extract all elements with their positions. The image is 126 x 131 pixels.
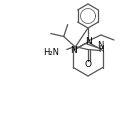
Text: H: H — [98, 45, 104, 54]
Text: O: O — [85, 60, 92, 69]
Text: N: N — [85, 37, 91, 45]
Text: N: N — [98, 42, 104, 50]
Text: H₂N: H₂N — [43, 48, 59, 57]
Text: N: N — [70, 46, 77, 55]
